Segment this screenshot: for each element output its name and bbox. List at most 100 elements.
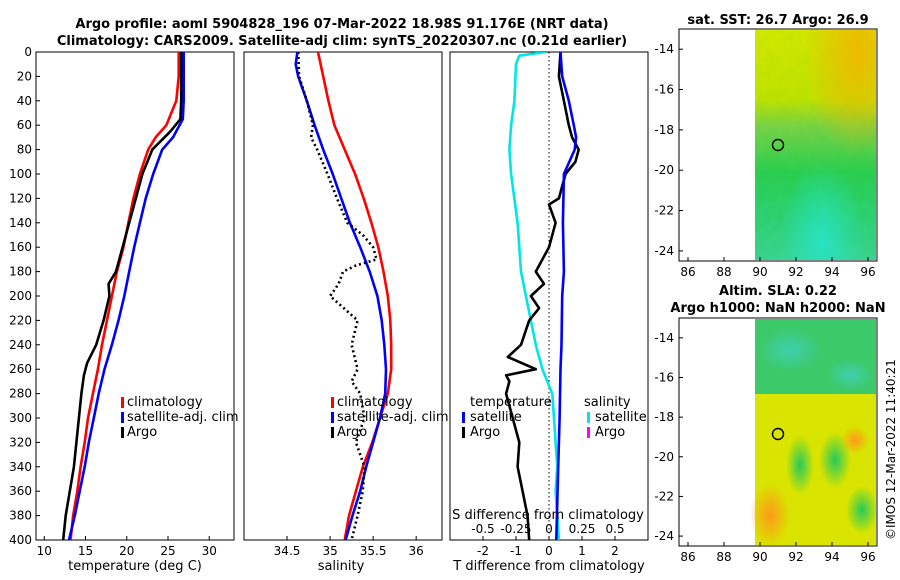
figure-title-line2: Climatology: CARS2009. Satellite-adj cli… — [57, 34, 627, 49]
salinity-panel: 34.5 35 35.5 36 salinity climatology satell… — [243, 51, 449, 574]
x-tick-label: -2 — [477, 544, 489, 558]
salinity-satellite-line — [294, 52, 388, 540]
legend-title-temperature: temperature — [470, 395, 552, 410]
temperature-argo-line — [61, 52, 183, 540]
map-lon-tick-label: 94 — [824, 550, 839, 564]
salinity-tick-labels: 34.5 35 35.5 36 — [274, 536, 424, 558]
map-lon-tick-label: 96 — [860, 265, 875, 279]
temperature-legend: climatology satellite-adj. clim Argo — [121, 395, 239, 440]
map-lon-tick-label: 86 — [680, 265, 695, 279]
s-tick-label: -0.25 — [500, 522, 531, 536]
s-tick-label: 0.25 — [569, 522, 596, 536]
legend-swatch-temperature-satellite — [462, 412, 465, 423]
depth-tick-label: 400 — [9, 533, 32, 547]
depth-tick-label: 180 — [9, 265, 32, 279]
map-lat-tick-label: -24 — [654, 244, 674, 258]
depth-tick-label: 340 — [9, 460, 32, 474]
map-lat-tick-label: -22 — [654, 204, 674, 218]
temperature-diff-legend: temperature satellite Argo — [462, 395, 552, 440]
legend-title-salinity: salinity — [584, 395, 631, 410]
sla-map-title-line2: Argo h1000: NaN h2000: NaN — [670, 301, 885, 316]
s-difference-axis-label: S difference from climatology — [452, 508, 644, 523]
x-tick-label: -1 — [510, 544, 522, 558]
map-lat-tick-label: -14 — [654, 42, 674, 56]
x-tick-label: 34.5 — [274, 544, 301, 558]
sal-diff-satellite-line — [555, 52, 578, 540]
depth-tick-label: 240 — [9, 338, 32, 352]
map-lon-tick-label: 96 — [860, 550, 875, 564]
x-tick-label: 15 — [78, 544, 93, 558]
map-lat-tick-label: -24 — [654, 529, 674, 543]
sst-field — [755, 30, 876, 260]
imos-watermark: ©IMOS 12-Mar-2022 11:40:21 — [884, 359, 898, 540]
salinity-axis-label: salinity — [318, 559, 365, 574]
legend-swatch-salinity-satellite — [587, 412, 590, 423]
s-tick-label: 0 — [545, 522, 553, 536]
sla-map-title-line1: Altim. SLA: 0.22 — [719, 284, 837, 299]
legend-label-temperature-satellite: satellite — [470, 410, 522, 425]
s-difference-tick-labels: -0.5 -0.25 0 0.25 0.5 — [471, 522, 624, 536]
legend-label-argo: Argo — [127, 425, 157, 440]
salinity-climatology-line — [316, 52, 393, 540]
map-lon-tick-label: 90 — [752, 265, 767, 279]
depth-tick-label: 380 — [9, 509, 32, 523]
depth-tick-label: 160 — [9, 240, 32, 254]
x-tick-label: 0 — [545, 544, 553, 558]
legend-label-salinity-satellite: satellite — [595, 410, 647, 425]
legend-label-climatology: climatology — [337, 395, 413, 410]
depth-tick-label: 320 — [9, 435, 32, 449]
legend-swatch-temperature-argo — [462, 427, 465, 438]
map-lat-tick-label: -18 — [654, 410, 674, 424]
legend-label-climatology: climatology — [127, 395, 203, 410]
depth-tick-label: 220 — [9, 313, 32, 327]
x-tick-label: 35.5 — [360, 544, 387, 558]
salinity-diff-legend: salinity satellite Argo — [584, 395, 647, 440]
x-tick-label: 30 — [202, 544, 217, 558]
map-lon-tick-label: 90 — [752, 550, 767, 564]
map-lon-tick-label: 94 — [824, 265, 839, 279]
x-tick-label: 35 — [322, 544, 337, 558]
temperature-tick-labels: 10 15 20 25 30 — [37, 536, 217, 558]
depth-tick-label: 200 — [9, 289, 32, 303]
legend-swatch-satellite — [331, 412, 334, 423]
sst-argo-position-marker — [771, 138, 785, 152]
map-lat-tick-label: -18 — [654, 123, 674, 137]
legend-label-temperature-argo: Argo — [470, 425, 500, 440]
x-tick-label: 20 — [119, 544, 134, 558]
temp-diff-argo-line — [504, 52, 581, 540]
legend-label-salinity-argo: Argo — [595, 425, 625, 440]
depth-tick-label: 60 — [17, 118, 32, 132]
map-lat-tick-label: -14 — [654, 331, 674, 345]
legend-label-satellite: satellite-adj. clim — [127, 410, 239, 425]
sla-map: Altim. SLA: 0.22 Argo h1000: NaN h2000: … — [654, 284, 885, 564]
depth-tick-label: 260 — [9, 362, 32, 376]
s-tick-label: 0.5 — [605, 522, 624, 536]
x-tick-label: 1 — [578, 544, 586, 558]
sst-map-tick-labels: 86 88 90 92 94 96 -14 -16 -18 -20 -22 -24 — [654, 42, 875, 279]
salinity-plot-frame — [243, 51, 443, 541]
depth-tick-label: 100 — [9, 167, 32, 181]
legend-swatch-climatology — [331, 397, 334, 408]
s-tick-label: -0.5 — [471, 522, 494, 536]
legend-swatch-argo — [121, 427, 124, 438]
legend-label-satellite: satellite-adj. clim — [337, 410, 449, 425]
sst-map-title: sat. SST: 26.7 Argo: 26.9 — [687, 13, 868, 28]
x-tick-label: 25 — [160, 544, 175, 558]
t-difference-tick-labels: -2 -1 0 1 2 — [477, 536, 619, 558]
sla-argo-position-marker — [771, 427, 785, 441]
depth-tick-label: 20 — [17, 69, 32, 83]
legend-swatch-salinity-argo — [587, 427, 590, 438]
temperature-panel: 0 20 40 60 80 100 120 140 160 180 200 220 240 260 280 3… — [9, 45, 454, 574]
depth-tick-label: 140 — [9, 216, 32, 230]
x-tick-label: 36 — [409, 544, 424, 558]
map-lon-tick-label: 88 — [716, 550, 731, 564]
map-lon-tick-label: 86 — [680, 550, 695, 564]
temperature-climatology-line — [69, 52, 180, 540]
sla-map-tick-labels: 86 88 90 92 94 96 -14 -16 -18 -20 -22 -24 — [654, 331, 875, 564]
x-tick-label: 2 — [611, 544, 619, 558]
map-lat-tick-label: -22 — [654, 489, 674, 503]
map-lon-tick-label: 92 — [788, 265, 803, 279]
map-lon-tick-label: 88 — [716, 265, 731, 279]
temperature-satellite-line — [67, 52, 185, 540]
